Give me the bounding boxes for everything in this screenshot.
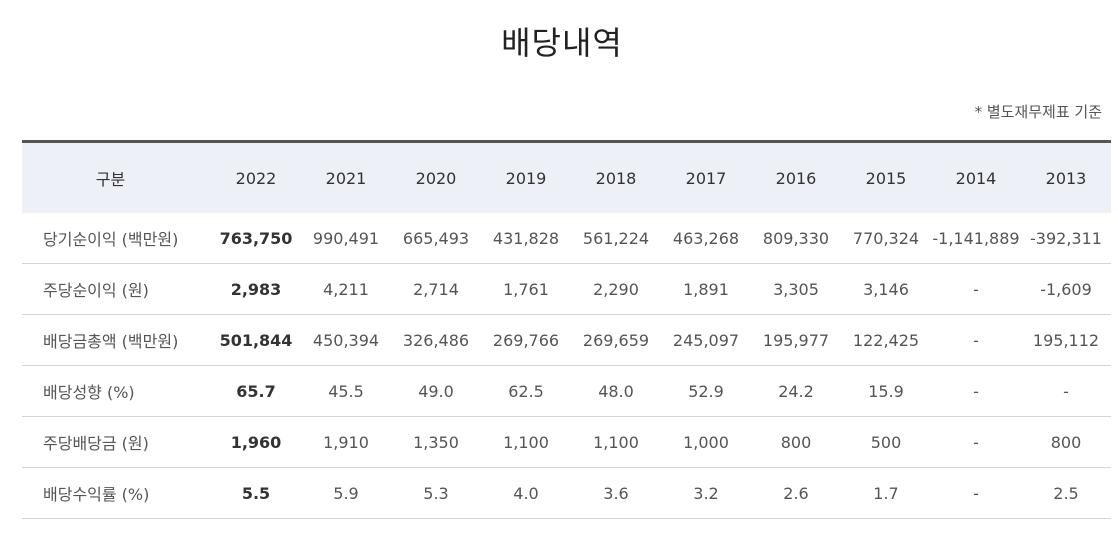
header-year: 2021 (325, 168, 367, 188)
table-cell: - (931, 263, 1021, 315)
header-year: 2015 (865, 168, 907, 188)
table-cell: 4.0 (481, 467, 571, 519)
table-cell: 3.6 (571, 467, 661, 519)
table-cell: 463,268 (661, 213, 751, 264)
table-cell: 1,891 (661, 263, 751, 315)
table-cell: 500 (841, 416, 931, 468)
table-cell: 809,330 (751, 213, 841, 264)
table-cell: 48.0 (571, 365, 661, 417)
row-label: 배당금총액 (백만원) (22, 314, 211, 366)
table-cell: 326,486 (391, 314, 481, 366)
table-row: 주당순이익 (원) 2,983 4,211 2,714 1,761 2,290 1,891 3… (22, 263, 1111, 315)
row-label: 당기순이익 (백만원) (22, 213, 211, 264)
table-cell: 1,100 (571, 416, 661, 468)
table-cell: 1,350 (391, 416, 481, 468)
table-cell: 269,659 (571, 314, 661, 366)
header-category: 구분 (95, 170, 126, 189)
table-row: 배당수익률 (%) 5.5 5.9 5.3 4.0 3.6 3.2 2.6 1.7-2.5 (22, 467, 1111, 519)
table-cell: 800 (1021, 416, 1111, 468)
table-cell: 5.5 (211, 467, 301, 519)
table-cell: 2.6 (751, 467, 841, 519)
table-cell: 990,491 (301, 213, 391, 264)
table-cell: 1,960 (211, 416, 301, 468)
table-cell: 45.5 (301, 365, 391, 417)
table-cell: 269,766 (481, 314, 571, 366)
table-cell: 450,394 (301, 314, 391, 366)
table-cell: 561,224 (571, 213, 661, 264)
table-cell: 195,977 (751, 314, 841, 366)
header-year: 2017 (685, 168, 727, 188)
table-cell: 1,761 (481, 263, 571, 315)
header-year: 2020 (415, 168, 457, 188)
table-cell: 122,425 (841, 314, 931, 366)
table-cell: 2,983 (211, 263, 301, 315)
table-cell: 62.5 (481, 365, 571, 417)
table-cell: 49.0 (391, 365, 481, 417)
table-cell: -1,609 (1021, 263, 1111, 315)
table-cell: 3.2 (661, 467, 751, 519)
table-cell: 52.9 (661, 365, 751, 417)
table-cell: - (931, 467, 1021, 519)
row-label: 주당배당금 (원) (22, 416, 211, 468)
header-year: 2019 (505, 168, 547, 188)
dividend-table: 구분 2022 2021 2020 2019 2018 2017 2016 20… (22, 140, 1111, 519)
table-cell: 2,290 (571, 263, 661, 315)
row-label: 배당성향 (%) (22, 365, 211, 417)
table-cell: 5.3 (391, 467, 481, 519)
table-row: 배당금총액 (백만원) 501,844 450,394 326,486 269,766 2… (22, 314, 1111, 366)
table-cell: - (1021, 365, 1111, 417)
header-year: 2022 (235, 168, 277, 188)
table-cell: -1,141,889 (931, 213, 1021, 264)
table-cell: 665,493 (391, 213, 481, 264)
table-cell: - (931, 365, 1021, 417)
table-cell: - (931, 416, 1021, 468)
table-cell: 501,844 (211, 314, 301, 366)
table-cell: 3,305 (751, 263, 841, 315)
table-cell: 4,211 (301, 263, 391, 315)
header-year: 2016 (775, 168, 817, 188)
table-row: 주당배당금 (원) 1,960 1,910 1,350 1,100 1,100 1,000 8… (22, 416, 1111, 468)
table-cell: 763,750 (211, 213, 301, 264)
table-cell: 5.9 (301, 467, 391, 519)
table-cell: 1,000 (661, 416, 751, 468)
table-row: 배당성향 (%) 65.7 45.5 49.0 62.5 48.0 52.9 24.2 15.9… (22, 365, 1111, 417)
header-year: 2014 (955, 168, 997, 188)
table-cell: 24.2 (751, 365, 841, 417)
table-cell: 770,324 (841, 213, 931, 264)
page-title: 배당내역 (501, 24, 623, 62)
table-cell: -392,311 (1021, 213, 1111, 264)
row-label: 주당순이익 (원) (22, 263, 211, 315)
table-cell: 195,112 (1021, 314, 1111, 366)
table-cell: 800 (751, 416, 841, 468)
table-cell: - (931, 314, 1021, 366)
table-cell: 1.7 (841, 467, 931, 519)
table-cell: 1,100 (481, 416, 571, 468)
table-row: 당기순이익 (백만원) 763,750 990,491 665,493 431,828 5… (22, 213, 1111, 264)
table-cell: 2.5 (1021, 467, 1111, 519)
header-year: 2018 (595, 168, 637, 188)
table-cell: 3,146 (841, 263, 931, 315)
table-header-row: 구분 2022 2021 2020 2019 2018 2017 2016 20… (22, 141, 1111, 213)
table-cell: 431,828 (481, 213, 571, 264)
table-cell: 2,714 (391, 263, 481, 315)
table-cell: 15.9 (841, 365, 931, 417)
table-cell: 65.7 (211, 365, 301, 417)
header-year: 2013 (1045, 168, 1087, 188)
basis-note: * 별도재무제표 기준 (974, 103, 1102, 121)
table-cell: 1,910 (301, 416, 391, 468)
row-label: 배당수익률 (%) (22, 467, 211, 519)
table-cell: 245,097 (661, 314, 751, 366)
